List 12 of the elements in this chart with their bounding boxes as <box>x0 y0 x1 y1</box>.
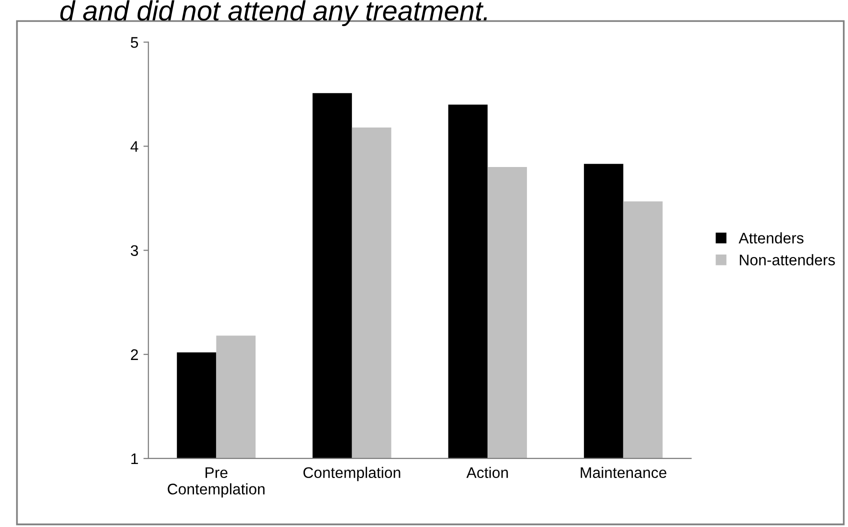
legend-label: Attenders <box>738 232 804 244</box>
y-tick-label: 2 <box>130 349 138 360</box>
x-tick-label: Action <box>466 466 508 478</box>
x-tick-label: Maintenance <box>580 466 666 478</box>
y-tick-label: 3 <box>130 245 138 256</box>
y-tick-label: 1 <box>131 454 138 464</box>
y-tick-label: 4 <box>130 141 138 152</box>
x-tick-label: Contemplation <box>303 466 400 482</box>
chart-title: d and did not attend any treatment. <box>60 0 487 26</box>
x-tick-label: Pre Contemplation <box>168 467 265 498</box>
legend-label: Non-attenders <box>740 254 835 266</box>
y-tick-label: 5 <box>130 37 138 48</box>
